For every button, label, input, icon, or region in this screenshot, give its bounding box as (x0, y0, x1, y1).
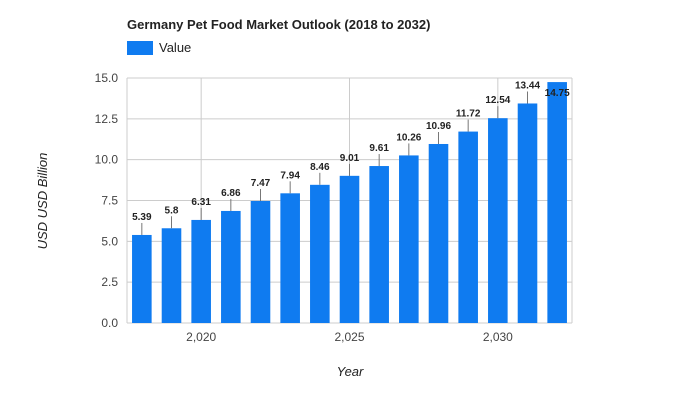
data-label: 13.44 (515, 80, 540, 91)
data-label: 5.8 (165, 205, 179, 216)
data-label: 6.86 (221, 188, 241, 199)
data-label: 6.31 (191, 197, 211, 208)
y-axis-ticks: 0.0 2.5 5.0 7.5 10.0 12.5 15.0 (95, 71, 119, 330)
data-label: 7.47 (251, 178, 271, 189)
y-tick-label: 15.0 (95, 71, 119, 85)
chart-title: Germany Pet Food Market Outlook (2018 to… (127, 17, 431, 32)
y-tick-label: 2.5 (101, 275, 118, 289)
y-tick-label: 5.0 (101, 234, 118, 248)
legend-swatch-value (127, 40, 153, 55)
bar (280, 193, 300, 323)
bar (399, 155, 419, 323)
x-tick-label: 2,030 (483, 330, 513, 344)
data-label: 9.01 (340, 153, 360, 164)
bar (428, 143, 449, 323)
bar (517, 103, 538, 323)
data-label: 5.39 (132, 212, 152, 223)
bar (310, 184, 330, 323)
y-tick-label: 12.5 (95, 112, 119, 126)
legend-label-value: Value (159, 40, 192, 55)
bar (547, 82, 567, 323)
bar (191, 219, 211, 323)
x-axis-title: Year (337, 364, 364, 379)
bar (458, 131, 478, 323)
y-tick-label: 10.0 (95, 153, 119, 167)
data-label: 10.96 (426, 121, 451, 132)
data-label: 9.61 (369, 143, 389, 154)
data-label: 10.26 (396, 132, 421, 143)
bar (488, 118, 508, 324)
data-labels: 5.39 5.8 6.31 6.86 7.47 7.94 8.46 9.01 9.61 10.26… (132, 80, 570, 235)
data-label: 12.54 (485, 95, 510, 106)
data-label: 8.46 (310, 162, 330, 173)
bar (250, 200, 271, 323)
x-axis-ticks: 2,020 2,025 2,030 (186, 330, 513, 344)
legend: Value (127, 40, 191, 55)
bar (161, 228, 182, 323)
bar (221, 210, 241, 323)
data-label: 14.75 (545, 88, 570, 99)
x-tick-label: 2,025 (334, 330, 364, 344)
bar (369, 166, 389, 323)
y-tick-label: 0.0 (101, 316, 118, 330)
data-label: 7.94 (280, 170, 300, 181)
y-axis-title: USD USD Billion (35, 153, 50, 250)
bar (339, 175, 360, 323)
bar (132, 234, 152, 323)
data-label: 11.72 (456, 109, 481, 120)
bars (132, 82, 567, 324)
y-tick-label: 7.5 (101, 194, 118, 208)
x-tick-label: 2,020 (186, 330, 216, 344)
